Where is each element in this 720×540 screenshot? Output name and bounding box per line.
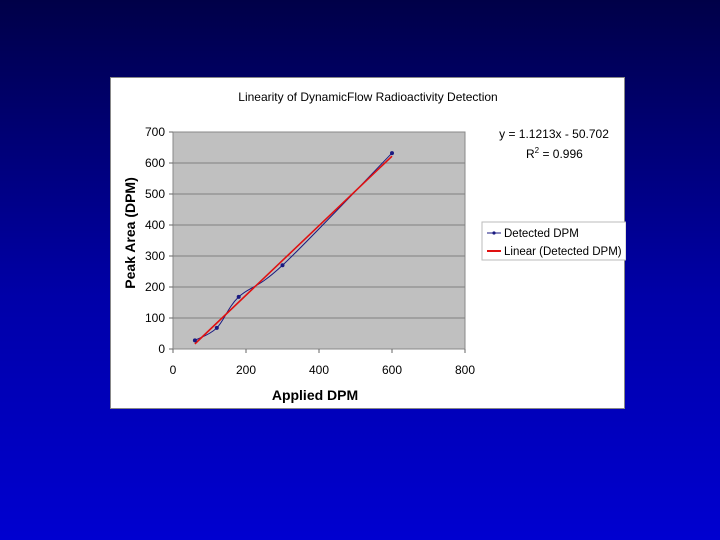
plot-area [172,131,466,350]
y-tick-label: 700 [145,125,165,139]
x-tick-label: 200 [236,363,256,377]
legend-box [481,221,626,261]
trendline-equation: y = 1.1213x - 50.702 [499,127,609,141]
x-tick-label: 600 [382,363,402,377]
data-point [214,325,219,330]
y-tick-label: 600 [145,156,165,170]
y-tick-label: 0 [158,342,165,356]
y-tick-label: 100 [145,311,165,325]
r-squared: R2 = 0.996 [526,146,583,161]
data-point [192,338,197,343]
y-axis-label: Peak Area (DPM) [122,177,138,289]
x-tick-label: 0 [170,363,177,377]
x-tick-label: 800 [455,363,475,377]
legend-label-detected: Detected DPM [504,228,579,240]
y-tick-label: 200 [145,280,165,294]
x-tick-label: 400 [309,363,329,377]
legend-label-linear: Linear (Detected DPM) [504,246,622,258]
chart-title: Linearity of DynamicFlow Radioactivity D… [238,90,497,104]
y-tick-label: 400 [145,218,165,232]
y-tick-label: 300 [145,249,165,263]
data-point [390,151,394,156]
legend: Detected DPM Linear (Detected DPM) [481,221,626,261]
data-point [236,294,241,299]
data-point [280,263,285,268]
x-axis-label: Applied DPM [272,387,358,403]
y-tick-label: 500 [145,187,165,201]
chart-panel: Linearity of DynamicFlow Radioactivity D… [110,77,626,409]
chart-svg: Linearity of DynamicFlow Radioactivity D… [122,90,626,403]
linear-trendline [194,155,393,345]
detected-dpm-line [194,152,393,341]
